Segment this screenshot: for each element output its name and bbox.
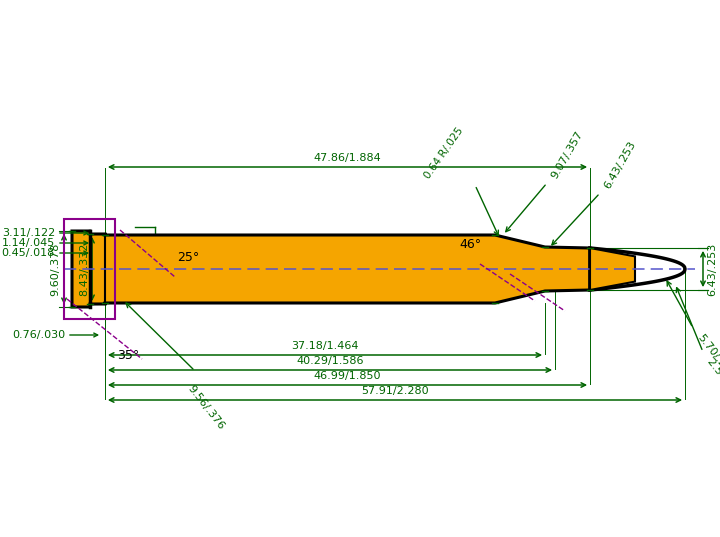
Text: 37.18/1.464: 37.18/1.464 (292, 341, 359, 351)
Text: 46.99/1.850: 46.99/1.850 (314, 371, 382, 381)
Polygon shape (590, 248, 635, 290)
Text: 8.43/.332: 8.43/.332 (79, 242, 89, 296)
Text: 0.45/.018: 0.45/.018 (1, 248, 55, 258)
Text: 2.54 R/.100: 2.54 R/.100 (705, 356, 720, 413)
Text: 9.60/.378: 9.60/.378 (50, 242, 60, 296)
Text: 35°: 35° (117, 349, 139, 362)
Text: 3.11/.122: 3.11/.122 (1, 228, 55, 238)
Text: 9.07/.357: 9.07/.357 (549, 130, 585, 181)
Text: 6.43/.253: 6.43/.253 (602, 140, 637, 191)
Polygon shape (72, 231, 590, 307)
Text: 40.29/1.586: 40.29/1.586 (296, 356, 364, 366)
Text: 25°: 25° (177, 251, 199, 264)
Bar (64, 219, 115, 319)
Text: 0.64 R/.025: 0.64 R/.025 (423, 126, 465, 181)
Text: 46°: 46° (459, 238, 481, 251)
Text: 9.56/.376: 9.56/.376 (185, 383, 225, 431)
Polygon shape (590, 248, 685, 290)
Text: 6.43/.253: 6.43/.253 (707, 242, 717, 296)
Text: 5.70/.224: 5.70/.224 (695, 332, 720, 380)
Text: 0.76/.030: 0.76/.030 (12, 330, 65, 340)
Text: 1.14/.045: 1.14/.045 (1, 238, 55, 248)
Text: 47.86/1.884: 47.86/1.884 (314, 153, 382, 163)
Text: 57.91/2.280: 57.91/2.280 (361, 386, 429, 396)
